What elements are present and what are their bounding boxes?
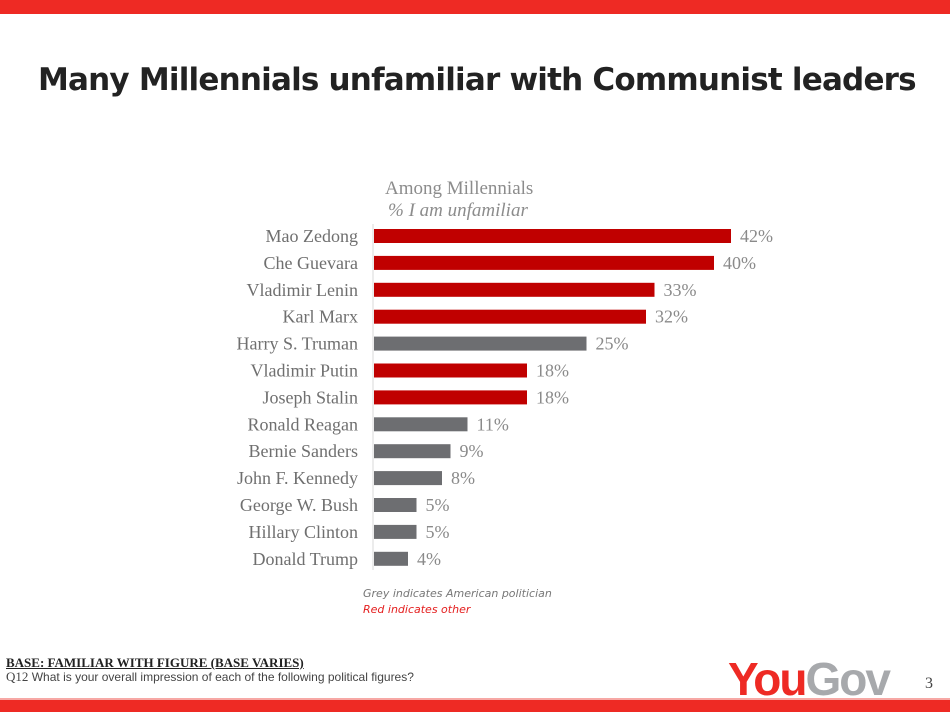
data-label: 11%	[477, 414, 509, 434]
chart-subtitle: % I am unfamiliar	[388, 200, 528, 221]
note-red: Red indicates other	[363, 603, 471, 616]
top-band	[0, 0, 950, 14]
category-label: Bernie Sanders	[249, 441, 358, 461]
category-label: Vladimir Lenin	[247, 280, 358, 300]
category-label: John F. Kennedy	[237, 468, 358, 488]
category-label: Karl Marx	[283, 307, 358, 327]
bar	[374, 417, 468, 432]
bar	[374, 336, 587, 351]
category-label: Joseph Stalin	[262, 387, 358, 407]
bottom-band	[0, 698, 950, 712]
bar	[374, 551, 408, 566]
data-label: 33%	[664, 280, 697, 300]
data-label: 18%	[536, 387, 569, 407]
page-number: 3	[925, 675, 933, 692]
chart-title: Among Millennials	[385, 178, 534, 199]
question-body: What is your overall impression of each …	[28, 670, 414, 684]
page-title: Many Millennials unfamiliar with Communi…	[38, 62, 917, 98]
bar	[374, 229, 731, 243]
bar-chart: Mao Zedong 42% Che Guevara 40% Vladimir Leni…	[236, 224, 773, 570]
question-number: Q12	[6, 669, 29, 684]
bar	[374, 444, 451, 459]
data-label: 32%	[655, 307, 688, 327]
category-label: Che Guevara	[264, 253, 358, 273]
data-label: 5%	[426, 495, 450, 515]
bar	[374, 498, 417, 512]
data-label: 4%	[417, 549, 441, 569]
category-label: George W. Bush	[240, 495, 358, 515]
category-label: Mao Zedong	[266, 226, 358, 246]
bar	[374, 363, 527, 378]
data-label: 40%	[723, 253, 756, 273]
question-text: Q12 What is your overall impression of e…	[6, 669, 414, 685]
yougov-logo: YouGov	[728, 652, 891, 706]
data-label: 25%	[596, 334, 629, 354]
data-label: 8%	[451, 468, 475, 488]
note-grey: Grey indicates American politician	[363, 587, 552, 600]
bar	[374, 282, 655, 297]
data-label: 42%	[740, 226, 773, 246]
data-label: 9%	[460, 441, 484, 461]
category-label: Hillary Clinton	[249, 522, 359, 542]
category-label: Harry S. Truman	[236, 334, 358, 354]
bar	[374, 471, 442, 486]
category-label: Vladimir Putin	[251, 361, 359, 381]
category-label: Ronald Reagan	[248, 414, 358, 434]
base-note: BASE: FAMILIAR WITH FIGURE (BASE VARIES)	[6, 655, 304, 670]
bar	[374, 524, 417, 539]
bar	[374, 309, 646, 324]
bar	[374, 390, 527, 405]
data-label: 18%	[536, 361, 569, 381]
logo-gov: Gov	[805, 653, 890, 705]
data-label: 5%	[426, 522, 450, 542]
category-label: Donald Trump	[252, 549, 358, 569]
logo-you: You	[728, 653, 807, 705]
bar	[374, 255, 714, 270]
